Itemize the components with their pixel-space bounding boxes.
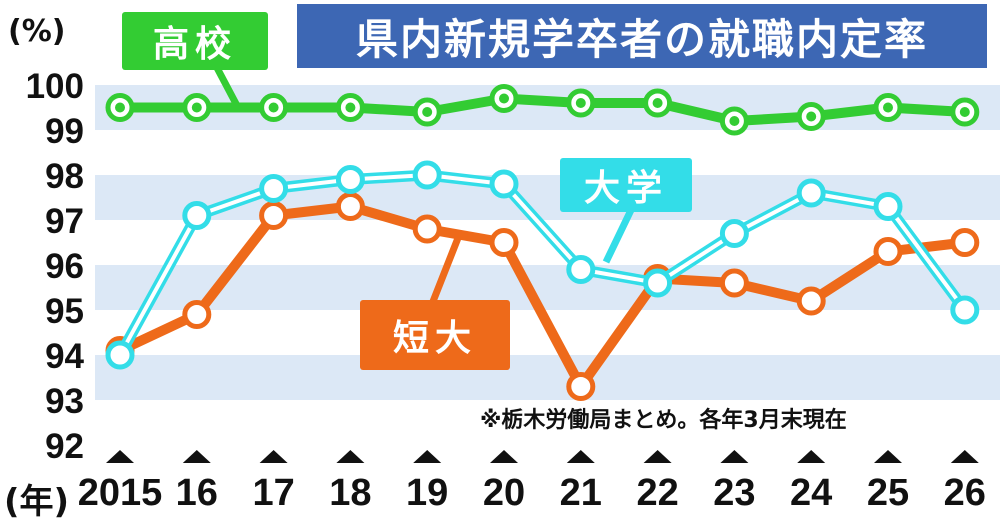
y-axis-unit-label: (%) bbox=[8, 14, 66, 49]
x-axis-marker bbox=[643, 450, 672, 463]
x-tick-label: 24 bbox=[790, 472, 832, 514]
series-label-university: 大学 bbox=[560, 158, 692, 212]
data-point-university bbox=[489, 169, 519, 199]
x-tick-label: 18 bbox=[329, 472, 371, 514]
x-tick-label: 16 bbox=[176, 472, 218, 514]
data-point-university bbox=[566, 255, 596, 284]
x-tick-label: 23 bbox=[713, 472, 755, 514]
series-label-junior-college: 短大 bbox=[360, 300, 510, 370]
data-point-high-school-center bbox=[729, 116, 740, 126]
background-bands bbox=[95, 85, 1000, 400]
x-axis-marker bbox=[336, 450, 365, 463]
data-point-junior-college bbox=[950, 228, 980, 257]
data-point-university bbox=[950, 295, 980, 325]
chart-title: 県内新規学卒者の就職内定率 bbox=[297, 4, 987, 68]
x-tick-label: 2015 bbox=[78, 472, 163, 514]
data-point-university bbox=[796, 178, 826, 208]
data-point-high-school-center bbox=[652, 98, 663, 108]
y-axis-ticks: 92 93 94 95 96 97 98 99 100 bbox=[26, 67, 85, 466]
y-tick-label: 99 bbox=[45, 112, 84, 151]
y-tick-label: 98 bbox=[45, 157, 84, 196]
data-point-high-school-center bbox=[268, 102, 279, 113]
data-point-university bbox=[105, 340, 135, 370]
series-lines bbox=[105, 84, 980, 401]
x-tick-label: 20 bbox=[483, 472, 525, 514]
series-label-high-school: 高校 bbox=[122, 12, 268, 70]
x-axis-marker bbox=[106, 450, 134, 463]
y-tick-label: 96 bbox=[45, 247, 84, 286]
data-point-university bbox=[259, 174, 289, 203]
x-axis-ticks: 2015 16 17 18 19 20 21 22 23 24 25 26 bbox=[78, 472, 986, 514]
x-axis-marker bbox=[182, 450, 211, 463]
data-point-high-school-center bbox=[959, 107, 970, 117]
y-tick-label: 93 bbox=[45, 382, 84, 421]
data-point-junior-college bbox=[412, 214, 442, 244]
data-point-junior-college bbox=[335, 192, 365, 221]
x-axis-marker bbox=[413, 450, 442, 463]
data-point-university bbox=[182, 201, 212, 230]
series-line-junior-college bbox=[117, 201, 966, 392]
x-axis-markers bbox=[106, 450, 979, 463]
x-tick-label: 26 bbox=[944, 472, 986, 514]
x-axis-marker bbox=[797, 450, 826, 463]
data-point-high-school-center bbox=[883, 102, 893, 113]
data-point-high-school-center bbox=[191, 102, 202, 113]
x-axis-marker bbox=[490, 450, 518, 463]
x-axis-marker bbox=[566, 450, 595, 463]
x-axis-marker bbox=[720, 450, 749, 463]
data-point-junior-college bbox=[566, 372, 596, 401]
background-band bbox=[95, 355, 1000, 400]
leader-line-university bbox=[602, 206, 636, 264]
data-point-high-school-center bbox=[806, 111, 817, 122]
y-tick-label: 92 bbox=[45, 427, 84, 466]
x-tick-label: 25 bbox=[867, 472, 909, 514]
label-leader-lines bbox=[211, 62, 636, 306]
y-tick-label: 95 bbox=[45, 292, 84, 331]
x-axis-marker bbox=[950, 450, 979, 463]
data-point-university bbox=[335, 165, 365, 194]
data-point-university bbox=[643, 268, 673, 298]
y-tick-label: 97 bbox=[45, 202, 84, 241]
data-point-junior-college bbox=[796, 286, 826, 316]
y-tick-label: 94 bbox=[45, 337, 84, 376]
y-tick-label: 100 bbox=[26, 67, 84, 106]
data-point-high-school-center bbox=[115, 102, 125, 113]
data-point-high-school-center bbox=[499, 93, 509, 104]
data-point-junior-college bbox=[489, 228, 519, 257]
data-point-high-school-center bbox=[575, 98, 586, 108]
x-axis-marker bbox=[874, 450, 902, 463]
data-point-junior-college bbox=[182, 300, 212, 329]
x-axis-marker bbox=[259, 450, 288, 463]
leader-line-junior-college bbox=[428, 236, 462, 306]
data-point-junior-college bbox=[719, 268, 749, 298]
data-point-high-school-center bbox=[345, 102, 356, 113]
x-tick-label: 17 bbox=[252, 472, 294, 514]
source-note: ※栃木労働局まとめ。各年3月末現在 bbox=[476, 402, 851, 434]
leader-line-high-school bbox=[211, 62, 242, 110]
x-axis-unit-label: (年) bbox=[4, 482, 70, 522]
x-tick-label: 19 bbox=[406, 472, 448, 514]
data-point-university bbox=[873, 192, 903, 221]
data-point-university bbox=[412, 160, 442, 190]
x-tick-label: 22 bbox=[636, 472, 678, 514]
x-tick-label: 21 bbox=[560, 472, 602, 514]
data-point-junior-college bbox=[259, 201, 289, 230]
data-point-junior-college bbox=[873, 237, 903, 266]
data-point-high-school-center bbox=[422, 107, 433, 117]
data-point-university bbox=[719, 219, 749, 248]
